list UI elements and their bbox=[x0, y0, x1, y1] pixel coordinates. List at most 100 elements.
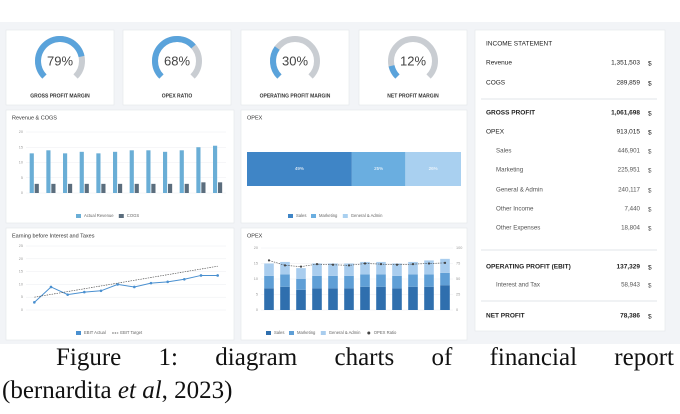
bar-segment bbox=[296, 279, 306, 290]
bar-segment bbox=[296, 268, 306, 279]
tick-label: 75 bbox=[456, 262, 460, 266]
legend-label: Marketing bbox=[319, 213, 338, 218]
line bbox=[34, 265, 218, 298]
data-label: 49% bbox=[295, 166, 304, 171]
row-currency: $ bbox=[648, 168, 652, 175]
bar-segment bbox=[424, 286, 434, 310]
gauge-title: GROSS PROFIT MARGIN bbox=[30, 93, 90, 99]
tick-label: 10 bbox=[19, 161, 23, 165]
tick-label: 50 bbox=[456, 277, 460, 281]
bar-segment bbox=[440, 285, 450, 310]
card bbox=[240, 29, 350, 106]
row-label: Other Expenses bbox=[496, 225, 540, 232]
row-label: Sales bbox=[496, 148, 511, 155]
caption-line: Figure 1: diagram charts of financial re… bbox=[56, 344, 674, 371]
legend-label: Sales bbox=[274, 330, 284, 335]
line bbox=[33, 274, 218, 303]
bar-segment bbox=[376, 261, 386, 275]
line bbox=[268, 260, 446, 267]
row-currency: $ bbox=[648, 265, 652, 272]
legend-swatch bbox=[367, 331, 371, 335]
bar bbox=[51, 183, 56, 193]
statement-title: INCOME STATEMENT bbox=[486, 41, 552, 48]
tick-label: 100 bbox=[456, 246, 462, 250]
caption-text: (bernardita bbox=[2, 377, 118, 404]
row-value: 7,440 bbox=[625, 206, 641, 213]
legend-label: Sales bbox=[296, 213, 306, 218]
gauge-label: 79% bbox=[47, 53, 73, 68]
bar bbox=[79, 151, 84, 193]
bar-segment bbox=[280, 286, 290, 310]
legend-swatch bbox=[311, 214, 316, 218]
chart-title: OPEX bbox=[247, 115, 263, 121]
row-value: 446,901 bbox=[618, 148, 641, 155]
legend-label: OPEX Ratio bbox=[374, 330, 397, 335]
row-currency: $ bbox=[648, 149, 652, 156]
row-label: Other Income bbox=[496, 206, 534, 213]
tick-label: 10 bbox=[19, 282, 23, 286]
row-label: General & Admin bbox=[496, 187, 543, 194]
tick-label: 0 bbox=[456, 308, 458, 312]
row-value: 137,329 bbox=[617, 264, 641, 271]
row-value: 913,015 bbox=[617, 129, 641, 136]
row-label: Marketing bbox=[496, 167, 524, 174]
bar bbox=[101, 183, 106, 193]
row-label: OPERATING PROFIT (EBIT) bbox=[486, 264, 571, 271]
bar-segment bbox=[392, 275, 402, 289]
tick-label: 15 bbox=[19, 145, 23, 149]
tick-label: 20 bbox=[254, 246, 258, 250]
row-currency: $ bbox=[648, 283, 652, 290]
row-label: NET PROFIT bbox=[486, 313, 525, 320]
row-value: 18,804 bbox=[621, 225, 640, 232]
bar-segment bbox=[312, 288, 322, 310]
legend-swatch bbox=[76, 214, 81, 218]
data-label: 25% bbox=[374, 166, 383, 171]
row-currency: $ bbox=[648, 130, 652, 137]
bar bbox=[34, 183, 39, 193]
bar-segment bbox=[408, 286, 418, 310]
bar bbox=[46, 150, 51, 193]
legend-label: COGS bbox=[127, 213, 140, 218]
gauge-label: 68% bbox=[164, 53, 190, 68]
gauge-value bbox=[152, 36, 196, 79]
row-currency: $ bbox=[648, 81, 652, 88]
card bbox=[5, 227, 235, 341]
bar-segment bbox=[296, 289, 306, 310]
bar-segment bbox=[392, 288, 402, 310]
point bbox=[443, 261, 447, 264]
chart-title: OPEX bbox=[247, 233, 263, 239]
bar bbox=[168, 183, 173, 193]
gauge-label: 30% bbox=[282, 53, 308, 68]
bar bbox=[213, 145, 218, 193]
gauge-value bbox=[270, 46, 282, 79]
tick-label: 0 bbox=[21, 308, 23, 312]
legend-swatch bbox=[76, 331, 81, 335]
bar-segment bbox=[247, 152, 352, 186]
legend-swatch bbox=[289, 331, 294, 335]
bar-segment bbox=[405, 152, 461, 186]
tick-label: 25 bbox=[19, 244, 23, 248]
legend-label: EBIT Actual bbox=[84, 330, 106, 335]
card bbox=[122, 29, 232, 106]
bar bbox=[63, 153, 68, 193]
caption-italic: et al bbox=[117, 377, 162, 404]
tick-label: 20 bbox=[19, 257, 23, 261]
row-value: 58,943 bbox=[621, 282, 640, 289]
legend-swatch bbox=[320, 331, 326, 335]
bar bbox=[84, 183, 89, 193]
bar bbox=[146, 150, 151, 193]
bar-segment bbox=[344, 263, 354, 276]
gauge-value bbox=[35, 36, 85, 79]
row-currency: $ bbox=[648, 207, 652, 214]
bar-segment bbox=[312, 275, 322, 289]
bar-segment bbox=[328, 275, 338, 289]
caption-text: , 2023) bbox=[161, 377, 233, 404]
bar-segment bbox=[264, 275, 274, 289]
bar-segment bbox=[440, 272, 450, 286]
gauge-title: NET PROFIT MARGIN bbox=[387, 93, 439, 99]
gauge-value bbox=[388, 64, 400, 79]
legend-label: General & Admin bbox=[329, 330, 361, 335]
gauge-track bbox=[388, 36, 438, 79]
tick-label: 5 bbox=[21, 295, 23, 299]
legend-swatch bbox=[266, 331, 271, 335]
